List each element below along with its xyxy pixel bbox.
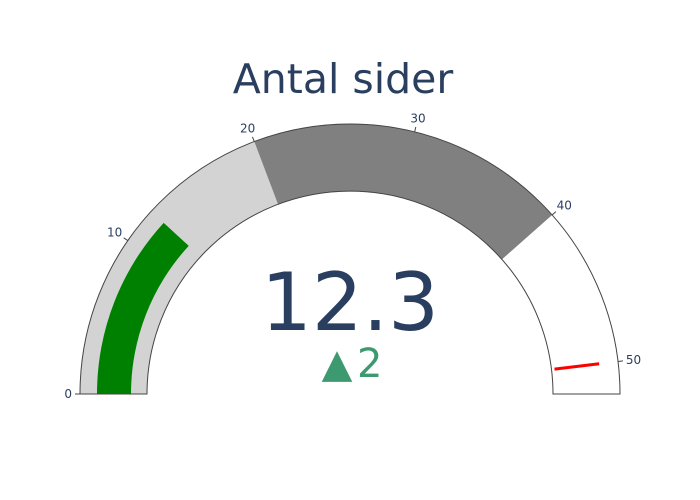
- gauge-tick-10: [123, 237, 129, 242]
- gauge-step-2: [254, 124, 553, 260]
- chart-title: Antal sider: [233, 55, 454, 103]
- gauge-value: 12.3: [261, 256, 439, 349]
- gauge-outline: [79, 123, 621, 395]
- gauge-tick-50: [617, 360, 624, 362]
- delta-arrow-icon: ▲: [322, 341, 353, 387]
- gauge-threshold-line: [554, 362, 600, 371]
- gauge-value-bar: [97, 222, 189, 394]
- gauge-tick-label-50: 50: [626, 353, 641, 367]
- gauge-group: 0 10 20 30 40 50: [64, 111, 641, 401]
- gauge-tick-40: [551, 211, 557, 216]
- delta-indicator: ▲ 2: [322, 341, 383, 387]
- gauge-tick-30: [414, 126, 417, 132]
- gauge-tick-label-20: 20: [240, 121, 255, 135]
- gauge-tick-label-30: 30: [410, 111, 425, 125]
- delta-value: 2: [357, 341, 382, 387]
- gauge-tick-20: [252, 136, 255, 142]
- gauge-tick-label-40: 40: [557, 199, 572, 213]
- gauge-tick-label-10: 10: [107, 226, 122, 240]
- gauge-tick-label-0: 0: [64, 387, 72, 401]
